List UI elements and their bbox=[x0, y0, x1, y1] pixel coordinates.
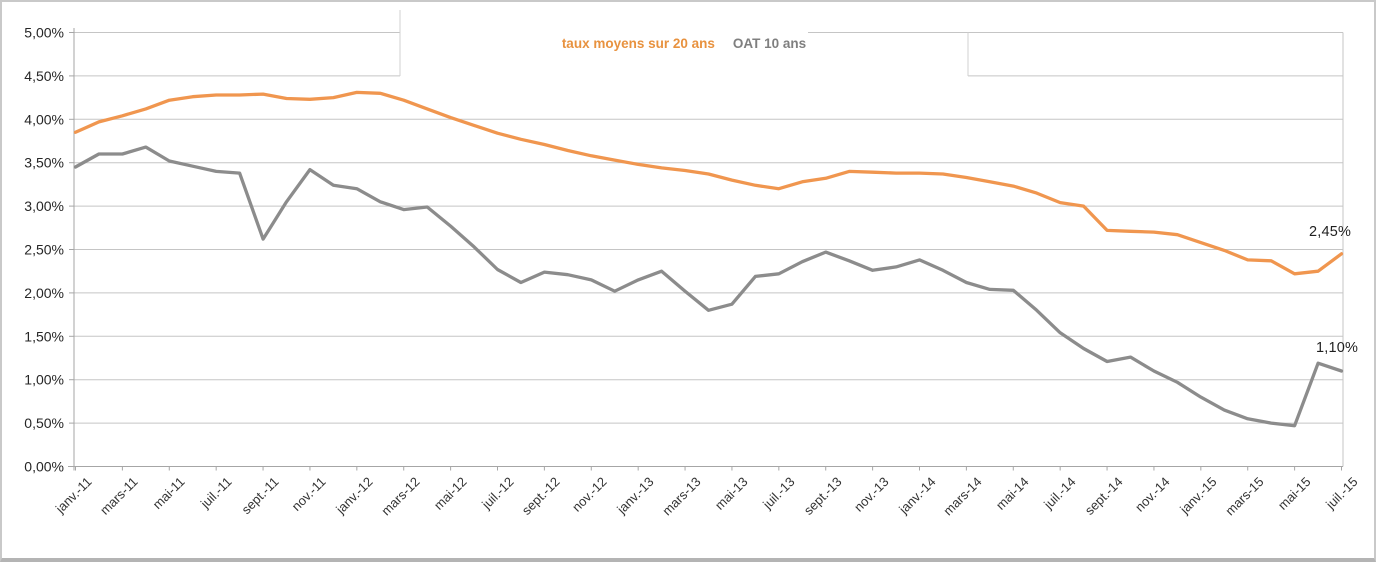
data-label-oat-final: 1,10% bbox=[1316, 340, 1359, 356]
y-axis-label: 3,00% bbox=[24, 198, 64, 214]
y-axis-label: 0,00% bbox=[24, 459, 64, 475]
y-axis-label: 2,50% bbox=[24, 242, 64, 258]
y-axis-label: 2,00% bbox=[24, 285, 64, 301]
legend-item-oat-10-ans: OAT 10 ans bbox=[732, 35, 807, 51]
series-line-oat-10-ans bbox=[73, 145, 1344, 428]
y-axis-label: 5,00% bbox=[24, 25, 64, 41]
data-label-taux-moyens-final: 2,45% bbox=[1309, 224, 1352, 240]
chart-legend: taux moyens sur 20 ans OAT 10 ans bbox=[400, 28, 968, 58]
y-axis-label: 3,50% bbox=[24, 155, 64, 171]
y-axis-label: 4,50% bbox=[24, 68, 64, 84]
legend-item-taux-moyens-20-ans: taux moyens sur 20 ans bbox=[561, 35, 715, 51]
y-axis-label: 0,50% bbox=[24, 415, 64, 431]
y-axis-label: 1,50% bbox=[24, 328, 64, 344]
y-axis-label: 1,00% bbox=[24, 372, 64, 388]
series-line-taux-moyens-20-ans bbox=[73, 90, 1344, 276]
y-axis-label: 4,00% bbox=[24, 111, 64, 127]
